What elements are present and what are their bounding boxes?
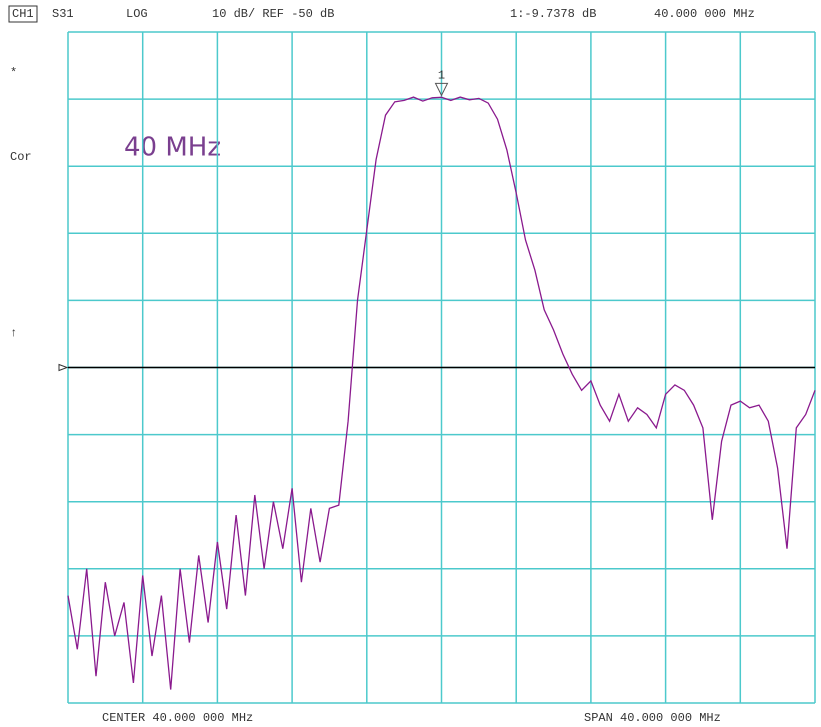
- center-label: CENTER 40.000 000 MHz: [102, 711, 253, 725]
- scale-label: 10 dB/ REF -50 dB: [212, 7, 334, 21]
- channel-box: [8, 5, 38, 23]
- trace: [67, 96, 816, 690]
- side-label: ↑: [10, 326, 17, 340]
- marker-label: 1: [438, 69, 445, 83]
- marker-frequency: 40.000 000 MHz: [654, 7, 755, 21]
- format-label: LOG: [126, 7, 148, 21]
- marker-readout: 1:-9.7378 dB: [510, 7, 596, 21]
- channel-label: CH1: [12, 7, 34, 21]
- param-label: S31: [52, 7, 74, 21]
- span-label: SPAN 40.000 000 MHz: [584, 711, 721, 725]
- reference-pointer: [58, 363, 69, 372]
- side-label: *: [10, 66, 17, 80]
- side-label: Cor: [10, 150, 32, 164]
- annotation: 40 MHz: [124, 133, 221, 163]
- marker: [434, 82, 449, 97]
